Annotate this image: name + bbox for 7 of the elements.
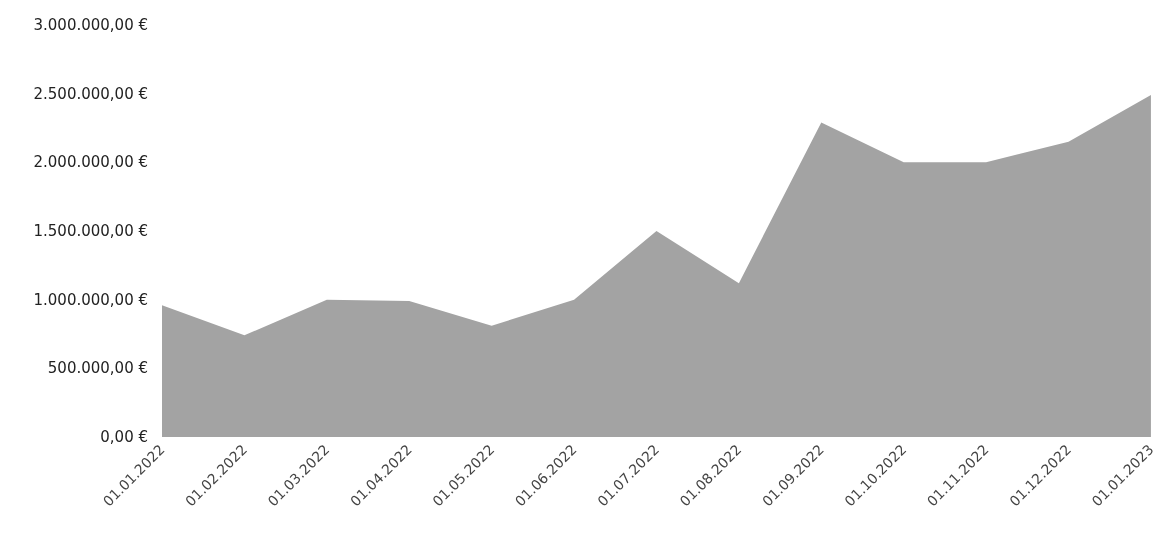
y-tick-label: 1.500.000,00 € — [33, 222, 148, 240]
y-tick-label: 500.000,00 € — [47, 359, 148, 378]
y-tick-label: 0,00 € — [100, 428, 148, 446]
y-tick-label: 2.000.000,00 € — [33, 153, 148, 172]
y-tick-label: 3.000.000,00 € — [33, 16, 148, 34]
y-tick-label: 1.000.000,00 € — [33, 290, 148, 309]
y-tick-label: 2.500.000,00 € — [33, 84, 148, 103]
